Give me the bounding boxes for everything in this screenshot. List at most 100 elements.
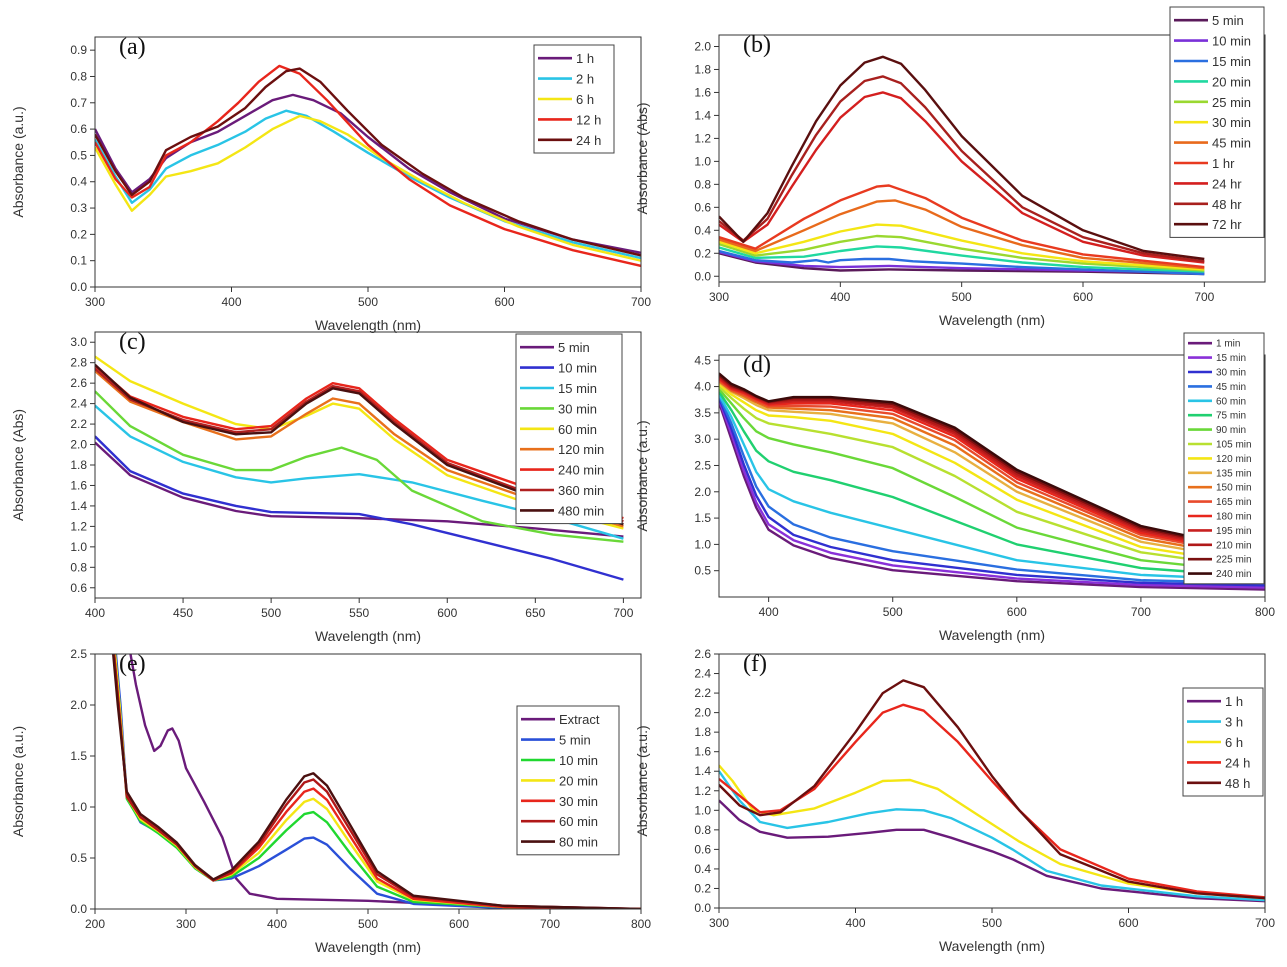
y-tick-label: 2.0	[70, 698, 87, 712]
series-line-48-h	[719, 679, 1265, 900]
series-line-135-min	[719, 381, 1265, 564]
x-tick-label: 600	[1118, 916, 1138, 930]
y-tick-label: 1.5	[70, 749, 87, 763]
legend-entry: 1 h	[1225, 694, 1243, 709]
panel-b: 300 400 500 600 700 0.0 0.2 0.4 0.6 0.8 1.0 1.2 1.4 1…	[634, 6, 1266, 328]
legend-entry: 20 min	[1212, 74, 1251, 89]
x-tick-label: 400	[830, 290, 850, 304]
legend: 5 min 10 min 15 min 30 min 60 min 120 min 240 …	[515, 333, 623, 525]
legend-entry: 24 hr	[1212, 176, 1242, 191]
x-tick-label: 650	[525, 606, 545, 620]
panel-f: 300 400 500 600 700 0.0 0.2 0.4 0.6 0.8 1.0 1.2 1.4 1…	[634, 647, 1275, 954]
x-tick-label: 600	[1007, 605, 1027, 619]
series-line-120-min	[719, 382, 1265, 568]
y-tick-label: 1.6	[694, 745, 711, 759]
series-line-360-min	[95, 367, 624, 523]
x-tick-label: 450	[173, 606, 193, 620]
legend-entry: 2 h	[576, 72, 594, 87]
x-tick-label: 600	[437, 606, 457, 620]
y-tick-label: 0.3	[70, 201, 87, 215]
y-tick-label: 1.4	[694, 764, 711, 778]
series-line-6-h	[95, 114, 641, 262]
series-line-15-min	[95, 404, 624, 540]
x-tick-label: 400	[221, 295, 241, 309]
y-tick-label: 3.5	[694, 406, 711, 420]
legend-entry: 48 h	[1225, 776, 1250, 791]
x-tick-label: 400	[85, 606, 105, 620]
y-tick-label: 0.6	[70, 122, 87, 136]
y-tick-label: 1.0	[70, 800, 87, 814]
y-tick-label: 0.4	[694, 223, 711, 237]
x-tick-label: 700	[1194, 290, 1214, 304]
y-tick-label: 1.0	[694, 537, 711, 551]
legend-entry: 120 min	[558, 442, 604, 457]
legend-entry: 5 min	[558, 340, 590, 355]
x-tick-label: 300	[176, 917, 196, 931]
y-tick-label: 4.5	[694, 353, 711, 367]
legend-entry: 1 h	[576, 51, 594, 66]
y-tick-label: 0.6	[694, 200, 711, 214]
series-group	[112, 654, 641, 909]
x-tick-label: 300	[709, 916, 729, 930]
legend-entry: 15 min	[1216, 353, 1246, 364]
series-group	[95, 355, 624, 581]
legend-entry: 15 min	[558, 381, 597, 396]
series-line-75-min	[719, 391, 1265, 579]
y-tick-label: 2.2	[70, 417, 87, 431]
y-tick-label: 0.9	[70, 43, 87, 57]
series-line-25-min	[719, 234, 1205, 272]
series-line-165-min	[719, 379, 1265, 560]
series-line-20-min	[113, 654, 641, 909]
series-line-10-min	[95, 435, 624, 581]
y-tick-label: 1.2	[694, 131, 711, 145]
legend-entry: 48 hr	[1212, 197, 1242, 212]
legend-entry: 150 min	[1216, 483, 1252, 494]
y-tick-label: 0.8	[70, 560, 87, 574]
x-axis-label: Wavelength (nm)	[315, 317, 421, 333]
series-line-5-min	[719, 252, 1205, 276]
y-tick-label: 2.4	[694, 667, 711, 681]
legend-entry: 225 min	[1216, 555, 1252, 566]
legend-entry: 15 min	[1212, 54, 1251, 69]
legend-entry: 75 min	[1216, 411, 1246, 422]
series-line-20-min	[719, 245, 1205, 273]
legend-entry: 20 min	[559, 773, 598, 788]
y-tick-label: 1.2	[70, 519, 87, 533]
legend-entry: 60 min	[558, 422, 597, 437]
y-tick-label: 2.5	[70, 647, 87, 661]
panel-e: 200 300 400 500 600 700 800 0.0 0.5 1.0 1.5 2.0 2.5 W…	[10, 647, 651, 955]
legend: 1 h 3 h 6 h 24 h 48 h	[1182, 687, 1264, 797]
series-line-24-hr	[719, 91, 1205, 264]
y-tick-label: 0.7	[70, 96, 87, 110]
y-tick-label: 0.6	[70, 581, 87, 595]
panel-label: (c)	[119, 329, 146, 355]
series-line-240-min	[719, 372, 1265, 554]
y-tick-label: 0.8	[70, 69, 87, 83]
x-tick-label: 300	[85, 295, 105, 309]
series-line-24-h	[719, 703, 1265, 899]
x-tick-label: 400	[759, 605, 779, 619]
legend-entry: 5 min	[559, 733, 591, 748]
x-tick-label: 500	[883, 605, 903, 619]
x-tick-label: 500	[982, 916, 1002, 930]
x-tick-label: 700	[613, 606, 633, 620]
y-tick-label: 2.6	[694, 647, 711, 661]
x-tick-label: 600	[449, 917, 469, 931]
series-line-30-min	[719, 223, 1205, 271]
legend-entry: 72 hr	[1212, 217, 1242, 232]
y-tick-label: 0.6	[694, 842, 711, 856]
x-tick-label: 400	[845, 916, 865, 930]
legend-entry: 240 min	[558, 463, 604, 478]
legend-entry: 30 min	[1216, 368, 1246, 379]
y-tick-label: 2.0	[694, 39, 711, 53]
y-tick-label: 1.0	[694, 803, 711, 817]
y-tick-label: 1.8	[70, 458, 87, 472]
y-tick-label: 2.4	[70, 397, 87, 411]
y-tick-label: 0.8	[694, 177, 711, 191]
panel-label: (a)	[119, 34, 146, 60]
y-tick-label: 1.0	[70, 540, 87, 554]
legend-entry: 5 min	[1212, 13, 1244, 28]
x-tick-label: 700	[1131, 605, 1151, 619]
x-tick-label: 550	[349, 606, 369, 620]
